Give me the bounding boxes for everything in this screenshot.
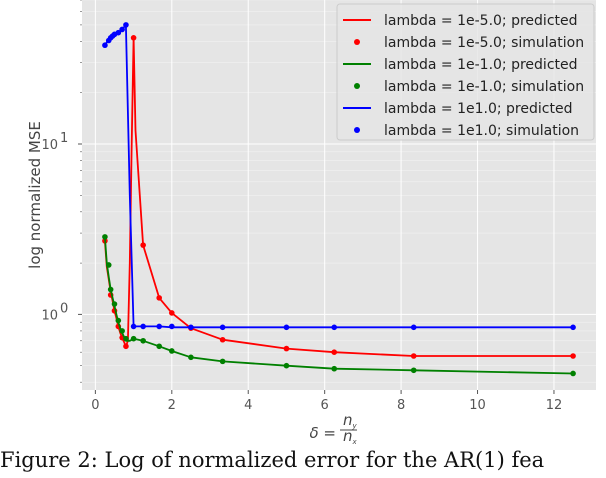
data-point [188,354,194,361]
data-point [570,353,576,359]
x-tick-label: 10 [469,398,486,413]
data-point [169,348,175,354]
legend-item: lambda = 1e-1.0; predicted [343,57,578,73]
x-axis-label-main: δ = [309,424,336,442]
data-point [123,22,129,28]
data-point [570,324,576,331]
x-tick-label: 4 [244,398,252,413]
legend-marker-swatch [354,39,360,45]
data-point [169,310,175,316]
data-point [156,295,162,301]
legend-label: lambda = 1e-5.0; predicted [384,13,578,29]
data-point [105,262,112,268]
grid [82,0,596,390]
data-point [283,345,290,352]
x-axis-label-denominator: nx [343,427,358,446]
data-point [140,337,146,344]
data-point [169,323,175,330]
data-point [410,367,417,374]
data-point [130,335,137,342]
data-point [283,324,290,331]
legend-item: lambda = 1e-5.0; simulation [354,35,584,51]
data-point [219,358,226,365]
data-point [107,286,114,293]
data-point [219,336,226,343]
legend-label: lambda = 1e-5.0; simulation [384,35,584,51]
y-axis-label: log normalized MSE [26,121,44,269]
data-point [102,234,108,240]
data-point [115,29,122,36]
data-point [123,343,129,350]
figure-caption: Figure 2: Log of normalized error for th… [0,448,545,472]
data-point [119,26,125,33]
legend-item: lambda = 1e1.0; predicted [343,101,572,117]
legend-label: lambda = 1e-1.0; predicted [384,57,578,73]
data-point [123,335,129,342]
data-point [130,35,137,41]
data-point [111,301,118,307]
data-point [130,323,137,330]
legend-marker-swatch [354,83,360,89]
series-layer [102,22,576,377]
y-tick-label-exponent: 1 [60,131,68,146]
x-tick-label: 8 [397,398,405,413]
data-point [140,242,146,248]
legend-item: lambda = 1e-1.0; simulation [354,79,584,95]
data-point [188,324,194,331]
data-point [331,365,338,372]
data-point [219,324,226,331]
data-point [115,317,122,324]
legend: lambda = 1e-5.0; predicted lambda = 1e-5.… [336,3,595,141]
data-point [410,324,417,331]
data-point [156,343,162,350]
x-tick-label: 0 [91,398,99,413]
legend-item: lambda = 1e1.0; simulation [354,123,579,139]
legend-marker-swatch [354,127,360,133]
data-point [570,370,576,377]
series-3 [102,234,576,377]
legend-box [336,3,595,141]
legend-item: lambda = 1e-5.0; predicted [343,13,578,29]
legend-label: lambda = 1e-1.0; simulation [384,79,584,95]
series-5 [102,22,576,331]
y-tick-label: 10 [41,308,58,323]
x-axis-label-numerator: ny [343,411,358,430]
x-axis-label: δ = ny nx [309,411,357,446]
legend-label: lambda = 1e1.0; predicted [384,101,572,117]
data-point [119,328,125,334]
y-tick-label-exponent: 0 [60,301,68,316]
y-tick-label: 10 [41,138,58,153]
data-point [140,323,146,330]
data-point [410,353,417,359]
data-point [156,323,162,330]
x-tick-label: 6 [321,398,329,413]
data-point [331,324,338,331]
x-tick-label: 12 [546,398,563,413]
legend-label: lambda = 1e1.0; simulation [384,123,579,139]
data-point [283,362,290,369]
x-tick-label: 2 [168,398,176,413]
data-point [102,42,108,49]
data-point [331,349,338,355]
